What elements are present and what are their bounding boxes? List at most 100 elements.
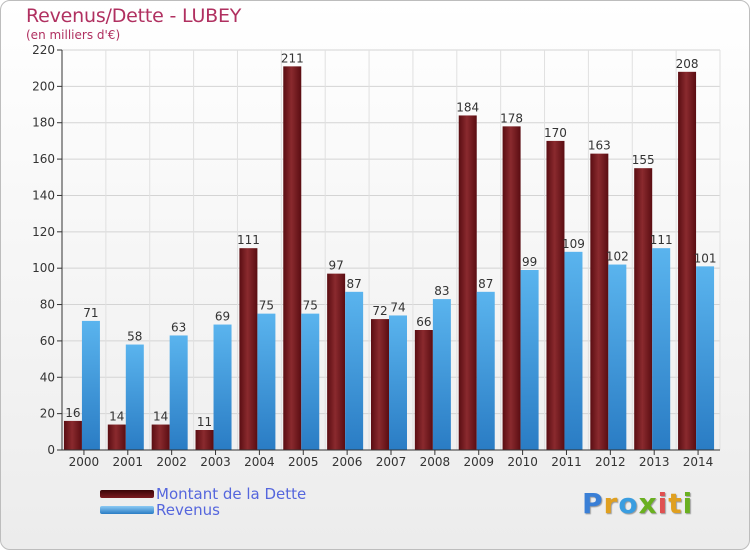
x-tick-label: 2001 (113, 455, 144, 469)
legend-swatch-debt (100, 490, 154, 498)
logo-letter: i (682, 487, 694, 520)
y-tick-label: 140 (32, 188, 55, 202)
bar-debt (502, 126, 521, 450)
y-tick-label: 40 (40, 370, 55, 384)
y-tick-label: 20 (40, 407, 55, 421)
logo-letter: t (668, 487, 683, 520)
data-label-debt: 97 (328, 259, 343, 273)
logo-letter: P (582, 487, 604, 520)
bar-revenus (696, 266, 715, 450)
x-tick-label: 2006 (332, 455, 363, 469)
data-label-debt: 163 (588, 139, 611, 153)
bar-debt (458, 115, 477, 451)
logo-letter: r (603, 487, 619, 520)
x-tick-label: 2014 (683, 455, 714, 469)
data-label-debt: 211 (281, 51, 304, 65)
x-tick-label: 2000 (69, 455, 100, 469)
bar-revenus (432, 299, 451, 450)
proxiti-logo: Proxiti (582, 487, 693, 520)
bar-debt (546, 140, 565, 450)
chart-subtitle: (en milliers d'€) (26, 28, 121, 42)
data-label-revenus: 87 (346, 277, 361, 291)
y-tick-label: 60 (40, 334, 55, 348)
data-label-revenus: 75 (303, 299, 318, 313)
data-label-revenus: 69 (215, 310, 230, 324)
data-label-debt: 14 (153, 410, 168, 424)
bar-debt (590, 153, 609, 451)
bar-revenus (257, 313, 276, 450)
bar-revenus (169, 335, 188, 450)
data-label-debt: 72 (372, 304, 387, 318)
bar-debt (414, 330, 433, 450)
bar-debt (634, 168, 653, 450)
bar-revenus (608, 264, 627, 450)
data-label-revenus: 102 (606, 250, 629, 264)
x-tick-label: 2002 (156, 455, 187, 469)
data-label-revenus: 63 (171, 320, 186, 334)
y-tick-label: 180 (32, 116, 55, 130)
data-label-debt: 11 (197, 415, 212, 429)
bar-debt (107, 424, 126, 450)
bar-revenus (213, 324, 232, 450)
y-tick-label: 0 (47, 443, 55, 457)
y-tick-label: 220 (32, 43, 55, 57)
data-label-debt: 184 (456, 100, 479, 114)
bar-debt (239, 248, 258, 450)
legend-item-debt: Montant de la Dette (100, 485, 400, 503)
bar-debt (678, 71, 697, 451)
data-label-debt: 16 (65, 406, 80, 420)
chart-title: Revenus/Dette - LUBEY (26, 5, 242, 27)
x-tick-label: 2009 (463, 455, 494, 469)
data-label-debt: 170 (544, 126, 567, 140)
data-label-revenus: 75 (259, 299, 274, 313)
bar-debt (371, 319, 389, 450)
data-label-revenus: 101 (694, 251, 717, 265)
data-label-revenus: 109 (562, 237, 585, 251)
x-tick-label: 2013 (639, 455, 670, 469)
x-tick-label: 2003 (200, 455, 231, 469)
data-label-revenus: 58 (127, 330, 142, 344)
data-label-revenus: 83 (434, 284, 449, 298)
data-label-debt: 111 (237, 233, 260, 247)
data-label-debt: 178 (500, 111, 523, 125)
bar-revenus (652, 248, 671, 450)
y-tick-label: 80 (40, 298, 55, 312)
x-tick-label: 2011 (551, 455, 582, 469)
y-tick-label: 100 (32, 261, 55, 275)
data-label-revenus: 71 (83, 306, 98, 320)
bar-debt (63, 420, 82, 450)
bar-revenus (301, 313, 320, 450)
data-label-debt: 66 (416, 315, 431, 329)
x-tick-label: 2008 (420, 455, 451, 469)
bar-revenus (125, 344, 144, 450)
data-label-revenus: 99 (522, 255, 537, 269)
data-label-revenus: 111 (650, 233, 673, 247)
legend-label-revenus: Revenus (156, 501, 220, 519)
data-label-debt: 155 (632, 153, 655, 167)
logo-letter: o (618, 487, 639, 520)
bar-revenus (81, 320, 100, 450)
bar-revenus (476, 291, 495, 450)
bar-debt (195, 430, 214, 450)
bar-debt (151, 424, 170, 450)
y-tick-label: 160 (32, 152, 55, 166)
x-tick-label: 2004 (244, 455, 275, 469)
x-tick-label: 2012 (595, 455, 626, 469)
y-tick-label: 120 (32, 225, 55, 239)
bar-debt (327, 273, 346, 450)
legend-swatch-revenus (100, 506, 154, 514)
data-label-debt: 208 (676, 57, 699, 71)
bar-revenus (564, 251, 583, 450)
x-tick-label: 2005 (288, 455, 319, 469)
data-label-revenus: 74 (390, 300, 405, 314)
x-tick-label: 2007 (376, 455, 407, 469)
data-label-revenus: 87 (478, 277, 493, 291)
logo-letter: i (657, 487, 669, 520)
x-tick-label: 2010 (507, 455, 538, 469)
bar-revenus (520, 270, 539, 450)
bar-revenus (389, 315, 407, 450)
logo-letter: x (638, 487, 658, 520)
bar-debt (283, 66, 302, 450)
y-tick-label: 200 (32, 79, 55, 93)
